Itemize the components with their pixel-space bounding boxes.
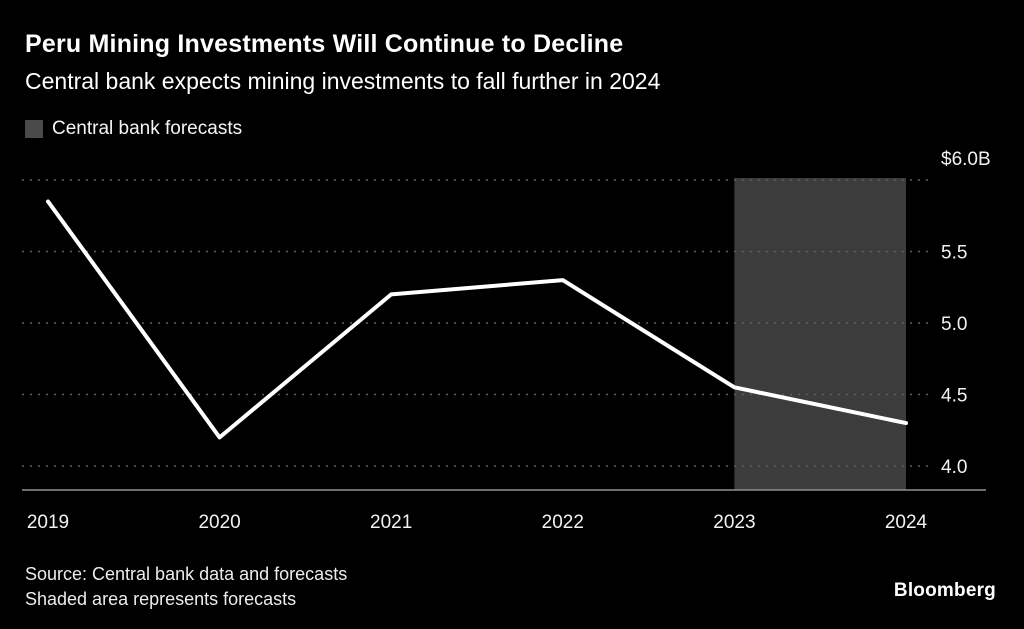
x-tick-label: 2020 xyxy=(198,512,240,533)
y-tick-label: 5.5 xyxy=(941,243,967,264)
x-tick-label: 2022 xyxy=(542,512,584,533)
x-tick-label: 2019 xyxy=(27,512,69,533)
y-tick-label: 4.0 xyxy=(941,457,967,478)
source-line-1: Source: Central bank data and forecasts xyxy=(25,564,348,584)
forecast-region xyxy=(734,178,906,490)
page-title: Peru Mining Investments Will Continue to… xyxy=(25,30,624,58)
source-note: Source: Central bank data and forecasts … xyxy=(25,562,347,612)
forecast-legend-label: Central bank forecasts xyxy=(52,118,243,139)
y-tick-label: $6.0B xyxy=(941,149,991,170)
forecast-legend-swatch xyxy=(25,120,43,138)
x-tick-label: 2021 xyxy=(370,512,412,533)
y-tick-label: 4.5 xyxy=(941,386,967,407)
data-line xyxy=(46,199,908,440)
legend: Central bank forecasts xyxy=(25,118,242,140)
bloomberg-logo: Bloomberg xyxy=(893,580,996,601)
source-line-2: Shaded area represents forecasts xyxy=(25,589,297,609)
y-tick-label: 5.0 xyxy=(941,314,967,335)
page-subtitle: Central bank expects mining investments … xyxy=(25,68,661,94)
x-tick-label: 2023 xyxy=(713,512,755,533)
x-tick-label: 2024 xyxy=(885,512,928,533)
